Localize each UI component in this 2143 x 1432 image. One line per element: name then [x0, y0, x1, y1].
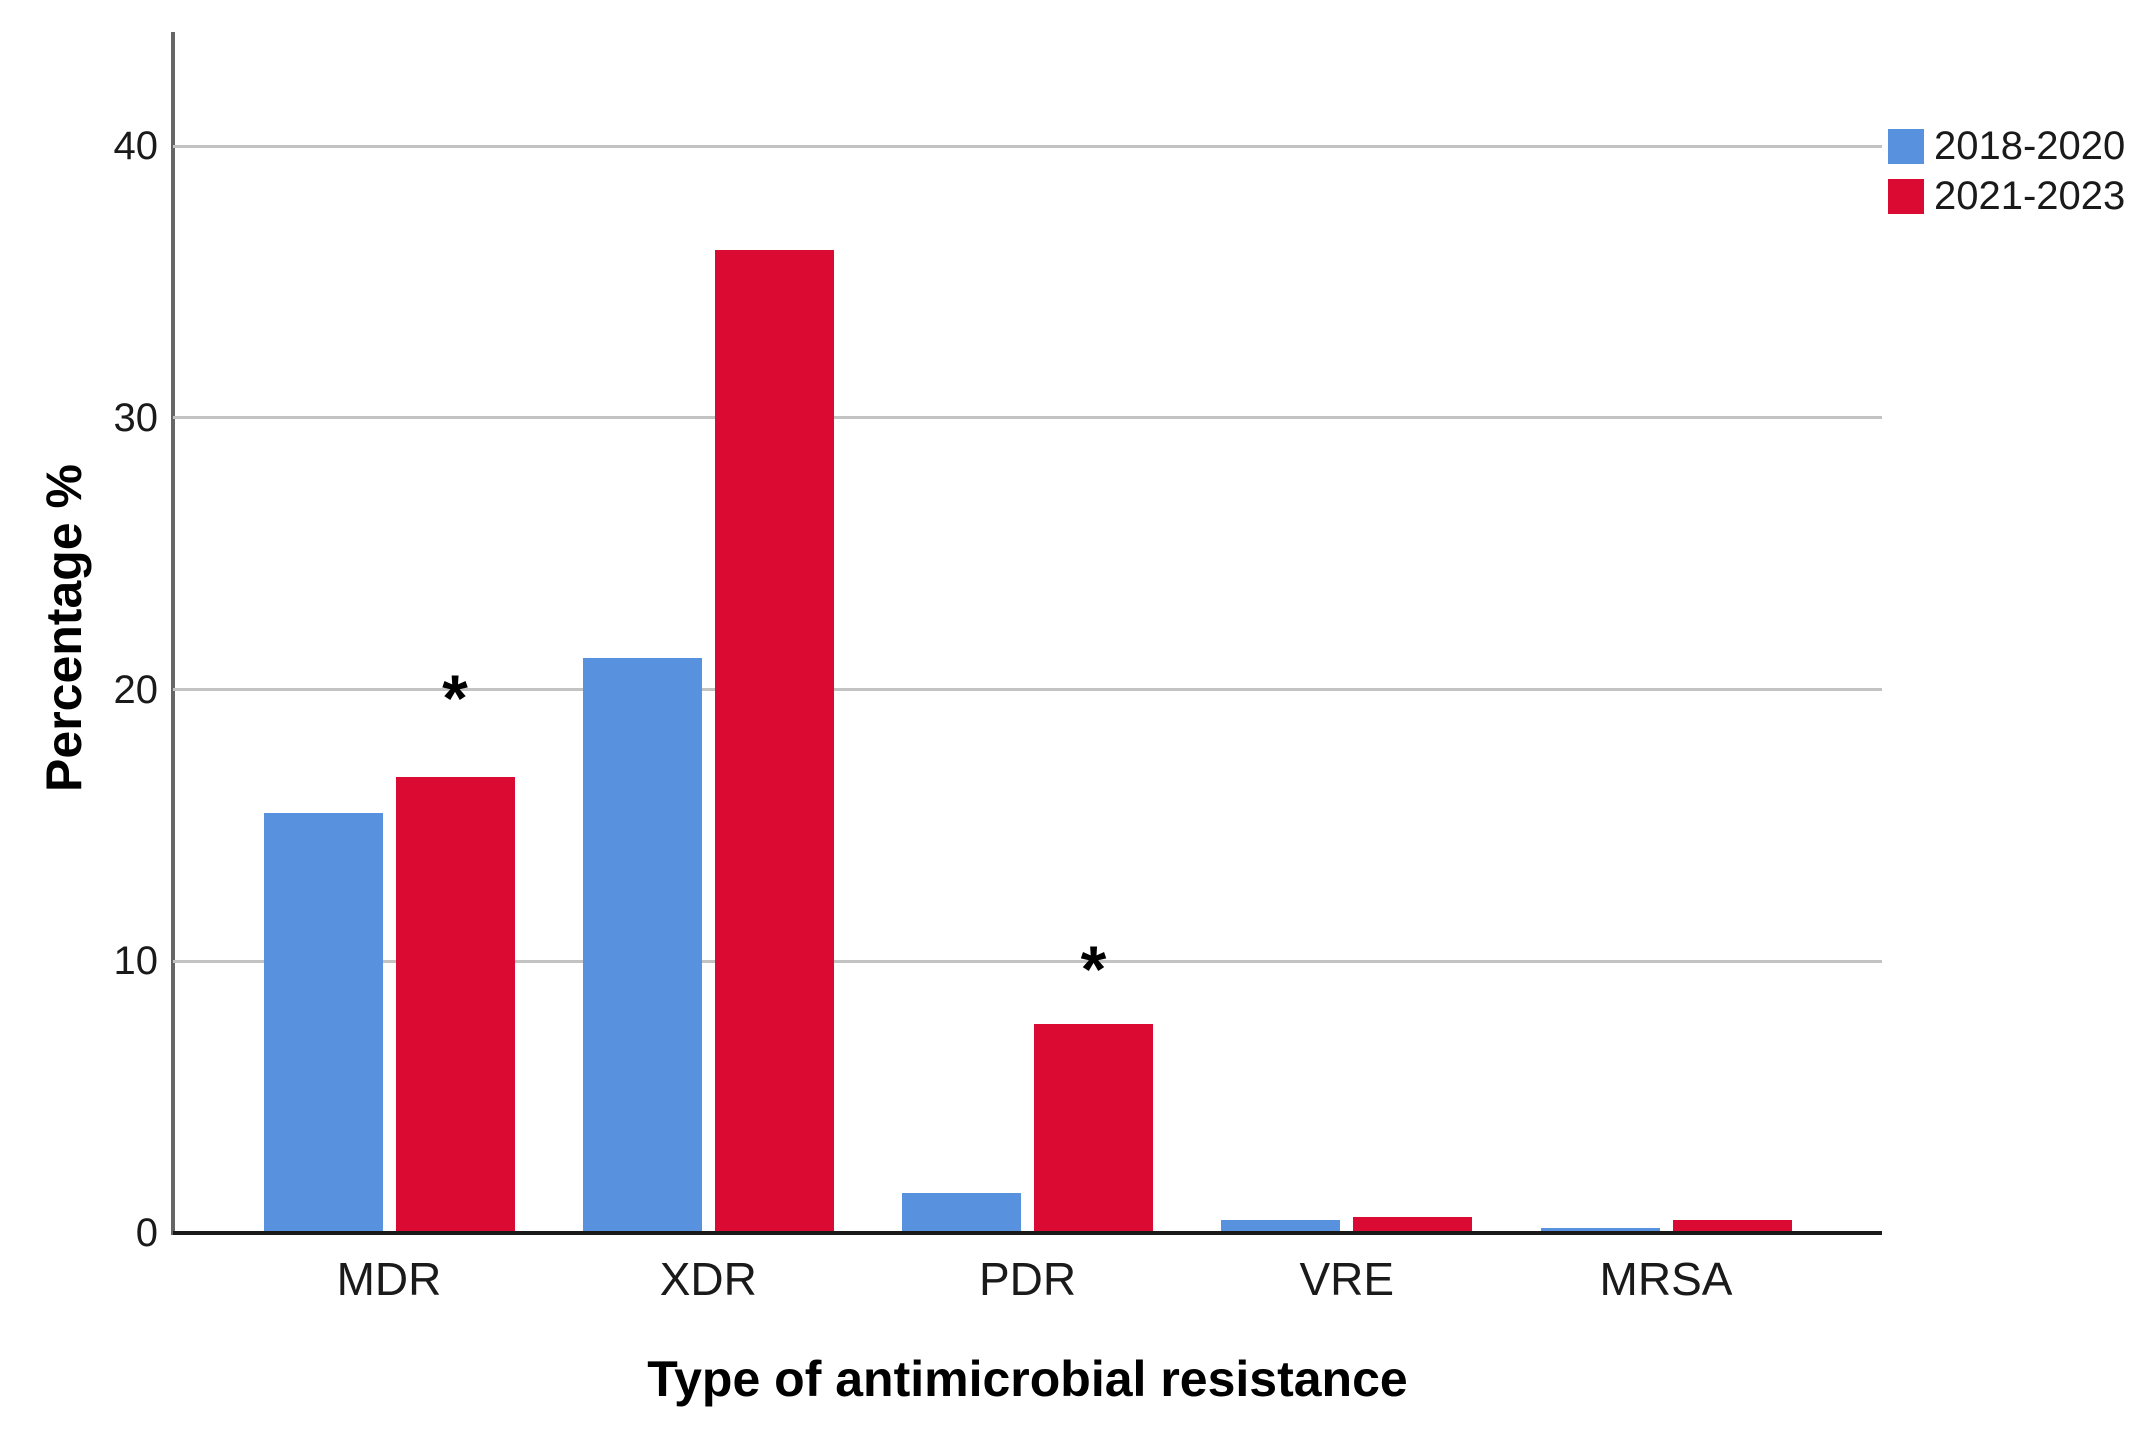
- gridline-40: [173, 144, 1882, 148]
- gridline-20: [173, 688, 1882, 692]
- bar-2018-2020-MDR: [263, 812, 383, 1231]
- bar-2021-2023-MDR: [395, 777, 515, 1231]
- bar-2018-2020-VRE: [1221, 1220, 1341, 1231]
- legend-swatch-2018-2020: [1888, 128, 1924, 164]
- legend-swatch-2021-2023: [1888, 178, 1924, 214]
- bar-2018-2020-MRSA: [1540, 1228, 1660, 1231]
- legend: 2018-2020 2021-2023: [1888, 122, 2125, 220]
- x-axis-title: Type of antimicrobial resistance: [647, 1351, 1408, 1407]
- bar-2018-2020-XDR: [582, 657, 702, 1231]
- y-tick-label-30: 30: [113, 395, 159, 440]
- bar-2021-2023-XDR: [714, 250, 834, 1231]
- x-axis-line: [173, 1231, 1882, 1235]
- y-tick-label-10: 10: [113, 939, 159, 984]
- bar-2018-2020-PDR: [902, 1192, 1021, 1231]
- gridline-30: [173, 416, 1882, 420]
- x-category-label-MDR: MDR: [336, 1253, 442, 1305]
- legend-label: 2018-2020: [1934, 124, 2126, 168]
- x-category-label-XDR: XDR: [659, 1253, 757, 1305]
- y-axis-title: Percentage %: [36, 464, 92, 792]
- y-tick-label-40: 40: [113, 124, 159, 169]
- y-axis-line: [171, 32, 175, 1235]
- bar-2021-2023-VRE: [1353, 1217, 1473, 1231]
- x-category-label-VRE: VRE: [1299, 1253, 1395, 1305]
- y-tick-label-0: 0: [135, 1211, 158, 1255]
- legend-label: 2021-2023: [1934, 174, 2126, 218]
- gridline-10: [173, 959, 1882, 963]
- bar-2021-2023-PDR: [1034, 1024, 1153, 1231]
- significance-asterisk-PDR: *: [1080, 932, 1107, 1007]
- x-category-label-PDR: PDR: [978, 1253, 1077, 1305]
- bar-2021-2023-MRSA: [1672, 1220, 1792, 1231]
- legend-item-2018-2020: 2018-2020: [1888, 122, 2125, 170]
- y-tick-label-20: 20: [113, 667, 159, 712]
- legend-item-2021-2023: 2021-2023: [1888, 172, 2125, 220]
- significance-asterisk-MDR: *: [442, 660, 468, 735]
- x-category-label-MRSA: MRSA: [1599, 1253, 1733, 1305]
